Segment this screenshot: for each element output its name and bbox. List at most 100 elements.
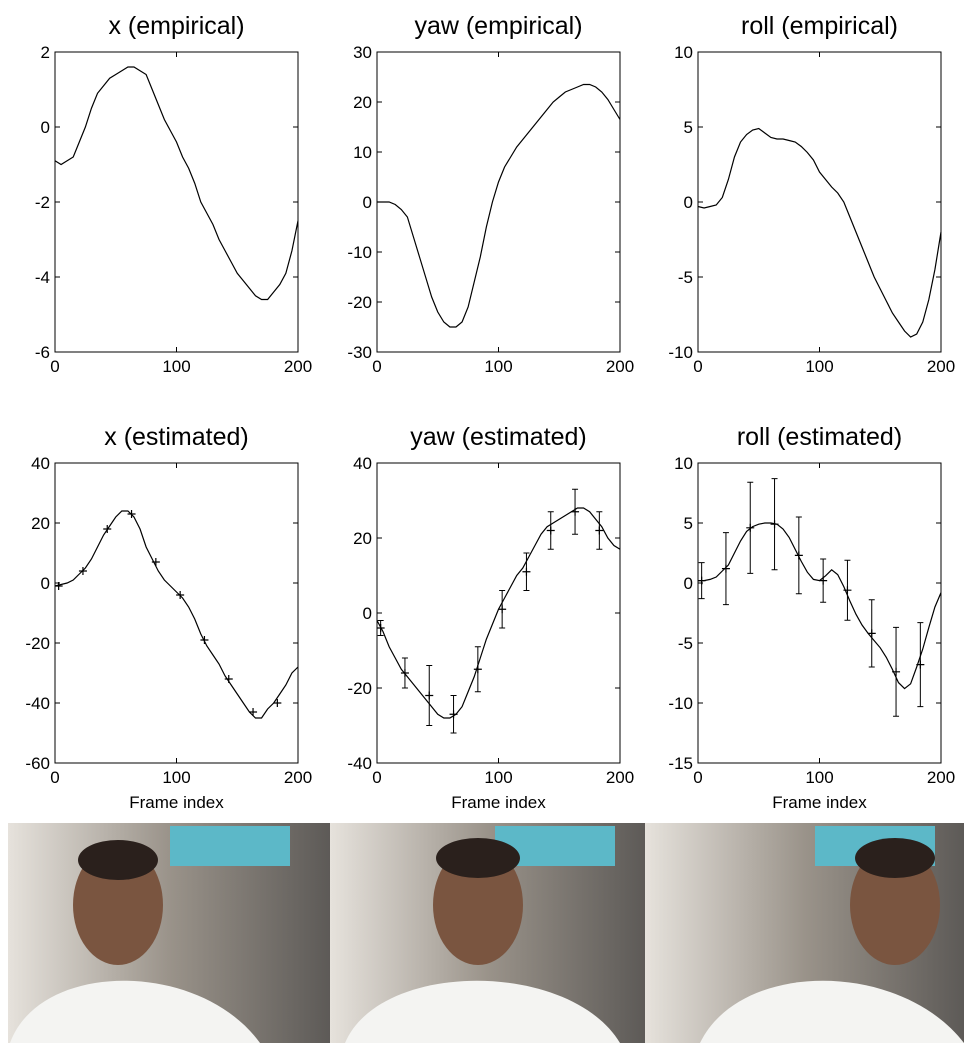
plot-frame xyxy=(697,462,942,764)
x-axis-label: Frame index xyxy=(129,793,224,812)
marker xyxy=(103,525,112,533)
error-bar xyxy=(572,488,579,535)
error-bar xyxy=(771,478,778,571)
error-bar xyxy=(547,511,554,550)
error-bar xyxy=(917,622,924,708)
error-bar xyxy=(747,481,754,574)
plot-frame xyxy=(376,51,621,353)
x-tick-label: 100 xyxy=(484,768,512,787)
error-bar xyxy=(596,511,603,550)
error-bar xyxy=(377,620,384,636)
error-bar xyxy=(868,599,875,668)
marker xyxy=(176,591,185,599)
x-tick-label: 200 xyxy=(284,768,312,787)
video-frame xyxy=(8,823,330,1043)
video-frames xyxy=(8,823,964,1043)
y-tick-label: -10 xyxy=(347,243,372,262)
chart-title: yaw (estimated) xyxy=(410,423,586,451)
error-bar xyxy=(893,626,900,717)
x-axis-label: Frame index xyxy=(451,793,546,812)
marker xyxy=(54,582,63,590)
y-tick-label: -30 xyxy=(347,343,372,362)
y-tick-label: 0 xyxy=(363,604,372,623)
error-bar xyxy=(844,559,851,621)
y-tick-label: -60 xyxy=(25,754,50,773)
x-tick-label: 200 xyxy=(927,357,955,376)
marker xyxy=(200,636,209,644)
y-tick-label: -6 xyxy=(35,343,50,362)
x-tick-label: 200 xyxy=(606,768,634,787)
x-tick-label: 100 xyxy=(162,768,190,787)
y-tick-label: 5 xyxy=(684,514,693,533)
x-tick-label: 100 xyxy=(805,768,833,787)
y-tick-label: -40 xyxy=(347,754,372,773)
chart-title: x (empirical) xyxy=(108,12,244,40)
x-tick-label: 0 xyxy=(50,357,59,376)
x-tick-label: 200 xyxy=(927,768,955,787)
y-tick-label: 0 xyxy=(684,574,693,593)
chart-title: x (estimated) xyxy=(104,423,248,451)
error-bar xyxy=(722,532,729,606)
x-tick-label: 0 xyxy=(693,357,702,376)
y-tick-label: -20 xyxy=(25,634,50,653)
y-tick-label: 0 xyxy=(41,574,50,593)
x-tick-label: 0 xyxy=(372,357,381,376)
error-bar xyxy=(474,646,481,693)
marker xyxy=(127,510,136,518)
y-tick-label: 2 xyxy=(41,43,50,62)
y-tick-label: 10 xyxy=(674,43,693,62)
y-tick-label: -5 xyxy=(678,268,693,287)
video-frame xyxy=(645,823,964,1043)
error-bar xyxy=(698,562,705,600)
chart-title: yaw (empirical) xyxy=(414,12,582,40)
marker xyxy=(151,558,160,566)
data-line xyxy=(698,522,942,690)
error-bar xyxy=(795,516,802,595)
y-tick-label: -2 xyxy=(35,193,50,212)
y-tick-label: 10 xyxy=(353,143,372,162)
x-tick-label: 200 xyxy=(606,357,634,376)
x-tick-label: 0 xyxy=(372,768,381,787)
data-line xyxy=(697,127,942,338)
x-tick-label: 0 xyxy=(693,768,702,787)
x-axis-label: Frame index xyxy=(772,793,867,812)
error-bar xyxy=(401,657,408,689)
x-tick-label: 200 xyxy=(284,357,312,376)
y-tick-label: -10 xyxy=(668,343,693,362)
marker xyxy=(78,567,87,575)
error-bar xyxy=(820,558,827,603)
chart-title: roll (empirical) xyxy=(741,12,898,40)
x-tick-label: 100 xyxy=(162,357,190,376)
plot-frame xyxy=(54,51,299,353)
y-tick-label: 10 xyxy=(674,454,693,473)
x-tick-label: 0 xyxy=(50,768,59,787)
marker xyxy=(249,708,258,716)
y-tick-label: -20 xyxy=(347,679,372,698)
chart-title: roll (estimated) xyxy=(737,423,902,451)
data-line xyxy=(377,83,621,328)
y-tick-label: -20 xyxy=(347,293,372,312)
y-tick-label: 40 xyxy=(31,454,50,473)
y-tick-label: 0 xyxy=(363,193,372,212)
y-tick-label: -15 xyxy=(668,754,693,773)
error-bar xyxy=(450,695,457,734)
y-tick-label: -5 xyxy=(678,634,693,653)
y-tick-label: 5 xyxy=(684,118,693,137)
video-frame xyxy=(330,823,645,1043)
x-tick-label: 100 xyxy=(805,357,833,376)
data-line xyxy=(54,66,299,301)
data-line xyxy=(54,510,299,719)
y-tick-label: 20 xyxy=(31,514,50,533)
y-tick-label: 20 xyxy=(353,93,372,112)
y-tick-label: 30 xyxy=(353,43,372,62)
y-tick-label: 40 xyxy=(353,454,372,473)
data-line xyxy=(376,507,621,719)
x-tick-label: 100 xyxy=(484,357,512,376)
plot-frame xyxy=(697,51,942,353)
y-tick-label: -4 xyxy=(35,268,50,287)
y-tick-label: 20 xyxy=(353,529,372,548)
marker xyxy=(224,675,233,683)
error-bar xyxy=(523,552,530,591)
y-tick-label: -40 xyxy=(25,694,50,713)
